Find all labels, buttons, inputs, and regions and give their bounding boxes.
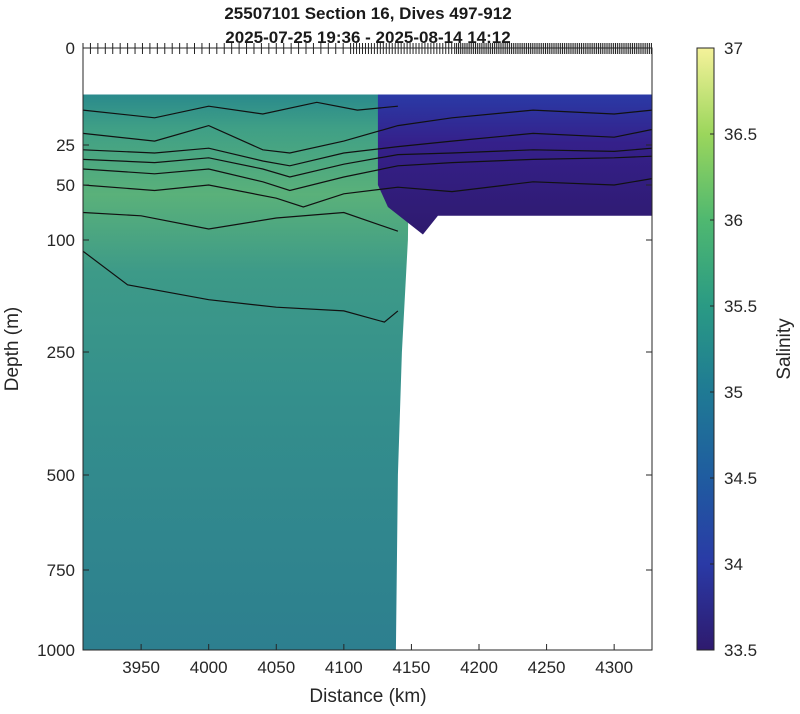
y-tick-label: 750 [47,561,75,580]
x-tick-label: 4250 [528,658,566,677]
plot-area [83,94,652,650]
x-axis: 3950 4000 4050 4100 4150 4200 4250 4300 [122,644,633,677]
shallow-salinity-field [377,94,652,235]
y-tick-label: 50 [56,176,75,195]
colorbar-tick-label: 36 [724,211,743,230]
y-tick-label: 0 [66,39,75,58]
colorbar-tick-label: 34.5 [724,469,757,488]
contour-line-5 [83,155,652,192]
deep-salinity-field [83,94,410,650]
plot-frame [82,47,653,651]
chart-title: 25507101 Section 16, Dives 497-912 [224,4,511,23]
colorbar-tick-label: 34 [724,555,743,574]
colorbar-tick-label: 36.5 [724,125,757,144]
contour-line-4 [83,147,652,178]
contour-line-3 [83,128,652,167]
y-tick-label: 250 [47,343,75,362]
x-tick-label: 3950 [122,658,160,677]
salinity-contours [83,101,652,323]
x-tick-label: 4200 [460,658,498,677]
y-tick-label: 25 [56,136,75,155]
x-axis-label: Distance (km) [309,686,426,707]
y-tick-label: 100 [47,231,75,250]
y-axis: 0 25 50 100 250 500 750 1000 [37,39,652,660]
chart-subtitle: 2025-07-25 19:36 - 2025-08-14 14:12 [225,28,510,47]
colorbar-label: Salinity [774,318,795,380]
contour-line-7 [83,211,399,232]
x-tick-label: 4150 [393,658,431,677]
contour-line-1 [83,101,398,119]
y-axis-label: Depth (m) [2,307,23,391]
y-tick-label: 1000 [37,641,75,660]
colorbar [696,47,715,651]
x-tick-label: 4000 [190,658,228,677]
contour-line-6 [83,178,652,208]
x-tick-label: 4100 [325,658,363,677]
colorbar-tick-label: 37 [724,39,743,58]
x-tick-label: 4300 [595,658,633,677]
y-tick-label: 500 [47,466,75,485]
colorbar-ticks: 33.5 34 34.5 35 35.5 36 36.5 37 [710,39,757,660]
contour-line-2 [83,109,652,154]
colorbar-tick-label: 35.5 [724,297,757,316]
colorbar-tick-label: 33.5 [724,641,757,660]
contour-line-8 [83,250,399,323]
colorbar-tick-label: 35 [724,383,743,402]
x-tick-label: 4050 [257,658,295,677]
